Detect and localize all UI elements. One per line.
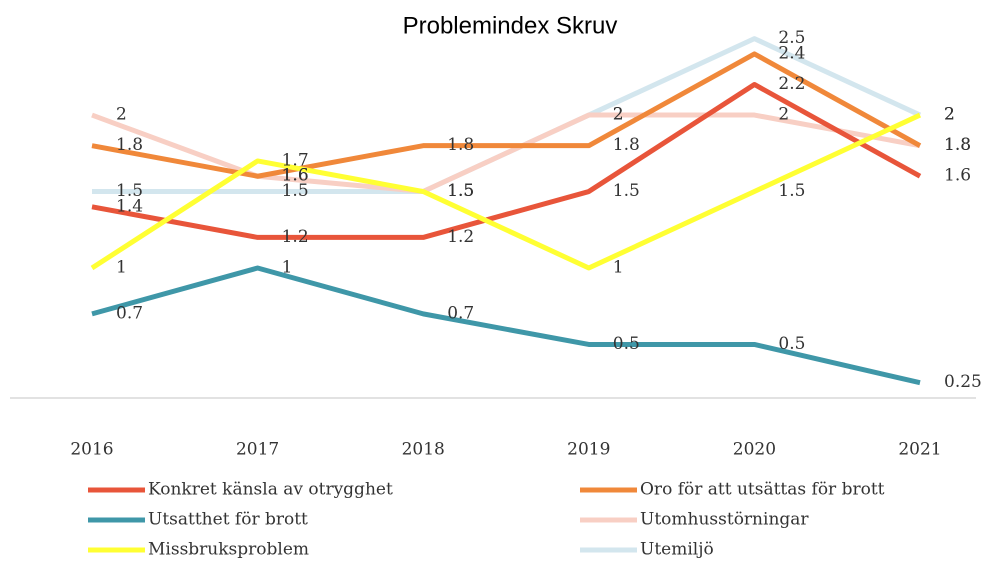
data-label: 1.5	[613, 181, 640, 201]
data-label: 0.25	[944, 372, 982, 392]
legend-label: Konkret känsla av otrygghet	[148, 480, 393, 500]
data-label: 1.5	[447, 181, 474, 201]
series-line	[90, 112, 922, 271]
data-label: 1	[613, 258, 624, 278]
data-label: 2	[613, 105, 624, 125]
data-label: 0.7	[116, 303, 143, 323]
data-label: 2	[778, 105, 789, 125]
data-label: 1.2	[282, 227, 309, 247]
data-label: 1.5	[447, 181, 474, 201]
data-label: 1.5	[447, 181, 474, 201]
data-label: 1.2	[447, 227, 474, 247]
data-label: 2.5	[778, 28, 805, 48]
legend-label: Oro för att utsättas för brott	[640, 480, 885, 500]
legend-label: Utemiljö	[640, 540, 714, 560]
data-label: 1.8	[613, 135, 640, 155]
legend-label: Utomhusstörningar	[640, 510, 809, 530]
data-label: 1.5	[778, 181, 805, 201]
x-tick-label: 2018	[402, 440, 445, 460]
x-tick-label: 2019	[567, 440, 610, 460]
data-label: 1.5	[282, 181, 309, 201]
x-tick-label: 2020	[733, 440, 776, 460]
data-label: 0.5	[613, 334, 640, 354]
data-label: 2	[944, 105, 955, 125]
data-label: 1.6	[282, 166, 309, 186]
data-label: 1.8	[447, 135, 474, 155]
data-label: 2	[613, 105, 624, 125]
data-label: 2	[116, 105, 127, 125]
series-line	[91, 112, 921, 195]
data-label: 1	[116, 258, 127, 278]
series-line	[91, 265, 921, 386]
data-label: 1.8	[116, 135, 143, 155]
chart-title: Problemindex Skruv	[403, 12, 618, 39]
data-label: 1	[282, 258, 293, 278]
x-tick-label: 2017	[236, 440, 279, 460]
data-label: 1.8	[944, 135, 971, 155]
data-label: 0.5	[778, 334, 805, 354]
data-label: 2	[944, 105, 955, 125]
data-label: 1.5	[116, 181, 143, 201]
data-label: 2.2	[778, 74, 805, 94]
x-tick-label: 2016	[70, 440, 113, 460]
series-line	[91, 81, 922, 240]
data-label: 1.6	[282, 166, 309, 186]
data-label: 1.7	[282, 150, 309, 170]
series-line	[91, 51, 922, 179]
data-label: 0.7	[447, 303, 474, 323]
data-label: 1.8	[944, 135, 971, 155]
legend-label: Missbruksproblem	[148, 540, 309, 560]
x-tick-label: 2021	[898, 440, 941, 460]
data-label: 1.6	[944, 166, 971, 186]
data-label: 1.4	[116, 196, 143, 216]
legend-label: Utsatthet för brott	[148, 510, 308, 530]
data-label: 2.4	[778, 43, 805, 63]
